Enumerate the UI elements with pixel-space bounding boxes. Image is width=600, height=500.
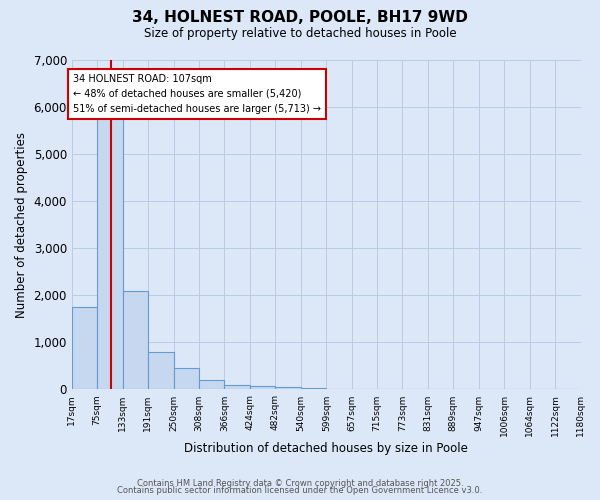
Bar: [174, 368, 199, 390]
Y-axis label: Number of detached properties: Number of detached properties: [15, 132, 28, 318]
Text: Contains public sector information licensed under the Open Government Licence v3: Contains public sector information licen…: [118, 486, 482, 495]
Bar: [122, 290, 148, 390]
Bar: [275, 387, 301, 390]
Bar: [72, 307, 97, 390]
Text: 34 HOLNEST ROAD: 107sqm
← 48% of detached houses are smaller (5,420)
51% of semi: 34 HOLNEST ROAD: 107sqm ← 48% of detache…: [73, 74, 321, 114]
Text: Size of property relative to detached houses in Poole: Size of property relative to detached ho…: [143, 28, 457, 40]
Text: Contains HM Land Registry data © Crown copyright and database right 2025.: Contains HM Land Registry data © Crown c…: [137, 478, 463, 488]
Bar: [199, 380, 224, 390]
X-axis label: Distribution of detached houses by size in Poole: Distribution of detached houses by size …: [184, 442, 468, 455]
Bar: [97, 112, 122, 390]
Bar: [301, 388, 326, 390]
Text: 34, HOLNEST ROAD, POOLE, BH17 9WD: 34, HOLNEST ROAD, POOLE, BH17 9WD: [132, 10, 468, 25]
Bar: [250, 386, 275, 390]
Bar: [148, 352, 174, 390]
Bar: [224, 385, 250, 390]
Bar: [326, 389, 352, 390]
